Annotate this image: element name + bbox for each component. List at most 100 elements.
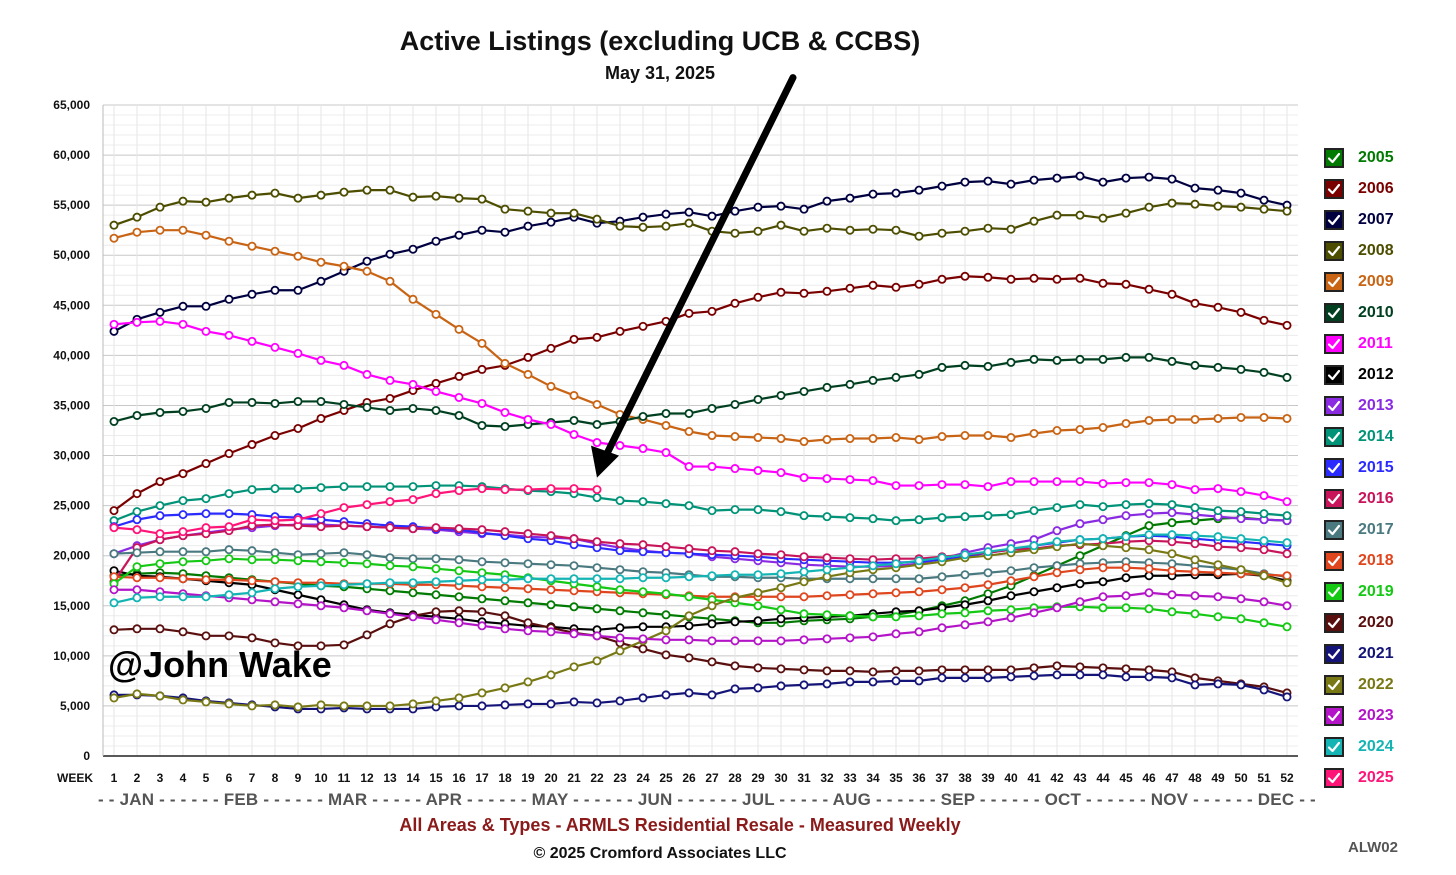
check-icon[interactable] — [1324, 519, 1344, 540]
data-point-2010 — [1282, 372, 1292, 382]
check-icon[interactable] — [1324, 209, 1344, 230]
check-icon[interactable] — [1324, 736, 1344, 757]
data-point-2007 — [385, 249, 395, 259]
data-point-2020 — [477, 607, 487, 617]
data-point-2021 — [960, 673, 970, 683]
data-point-2019 — [1213, 612, 1223, 622]
data-point-2020 — [776, 664, 786, 674]
legend-item-2013[interactable]: 2013 — [1324, 390, 1452, 421]
check-icon[interactable] — [1324, 178, 1344, 199]
legend-item-2018[interactable]: 2018 — [1324, 545, 1452, 576]
legend-item-2021[interactable]: 2021 — [1324, 638, 1452, 669]
legend-item-2007[interactable]: 2007 — [1324, 204, 1452, 235]
legend-item-2023[interactable]: 2023 — [1324, 700, 1452, 731]
data-point-2020 — [431, 607, 441, 617]
data-point-2023 — [799, 635, 809, 645]
check-icon[interactable] — [1324, 705, 1344, 726]
check-icon[interactable] — [1324, 643, 1344, 664]
check-icon[interactable] — [1324, 767, 1344, 788]
check-icon[interactable] — [1324, 364, 1344, 385]
data-point-2008 — [569, 208, 579, 218]
series-2024 — [109, 530, 1292, 608]
y-tick-label: 60,000 — [53, 148, 90, 162]
check-icon[interactable] — [1324, 271, 1344, 292]
x-tick-label: 29 — [751, 771, 765, 785]
legend-item-2025[interactable]: 2025 — [1324, 762, 1452, 793]
legend-item-2022[interactable]: 2022 — [1324, 669, 1452, 700]
series-line-2024 — [113, 533, 1288, 604]
legend-item-2012[interactable]: 2012 — [1324, 359, 1452, 390]
data-point-2005 — [1144, 521, 1154, 531]
data-point-2022 — [500, 683, 510, 693]
y-tick-label: 15,000 — [53, 599, 90, 613]
check-icon[interactable] — [1324, 488, 1344, 509]
data-point-2008 — [270, 188, 280, 198]
legend-item-2015[interactable]: 2015 — [1324, 452, 1452, 483]
data-point-2006 — [753, 292, 763, 302]
footer-copyright: © 2025 Cromford Associates LLC — [533, 845, 787, 862]
data-point-2009 — [914, 435, 924, 445]
data-point-2008 — [937, 228, 947, 238]
check-icon[interactable] — [1324, 395, 1344, 416]
check-icon[interactable] — [1324, 147, 1344, 168]
data-point-2008 — [845, 225, 855, 235]
legend-item-2010[interactable]: 2010 — [1324, 297, 1452, 328]
check-icon[interactable] — [1324, 457, 1344, 478]
month-axis: - - JAN - - - - - - FEB - - - - - - MAR … — [98, 790, 1316, 809]
legend-item-2016[interactable]: 2016 — [1324, 483, 1452, 514]
data-point-2022 — [155, 691, 165, 701]
data-point-2009 — [707, 431, 717, 441]
check-icon[interactable] — [1324, 674, 1344, 695]
legend-item-2014[interactable]: 2014 — [1324, 421, 1452, 452]
data-point-2011 — [1006, 477, 1016, 487]
y-tick-label: 25,000 — [53, 499, 90, 513]
legend-item-2008[interactable]: 2008 — [1324, 235, 1452, 266]
data-point-2019 — [155, 559, 165, 569]
data-point-2018 — [1098, 563, 1108, 573]
data-point-2016 — [776, 550, 786, 560]
data-point-2019 — [937, 609, 947, 619]
data-point-2025 — [592, 485, 602, 495]
legend-item-2005[interactable]: 2005 — [1324, 142, 1452, 173]
legend-item-2006[interactable]: 2006 — [1324, 173, 1452, 204]
data-point-2024 — [891, 559, 901, 569]
legend-item-2011[interactable]: 2011 — [1324, 328, 1452, 359]
data-point-2016 — [454, 524, 464, 534]
check-icon[interactable] — [1324, 581, 1344, 602]
data-point-2019 — [1190, 609, 1200, 619]
data-point-2023 — [1029, 608, 1039, 618]
data-point-2007 — [1167, 174, 1177, 184]
data-point-2021 — [1075, 670, 1085, 680]
data-point-2010 — [1075, 354, 1085, 364]
data-point-2008 — [638, 222, 648, 232]
data-point-2008 — [178, 196, 188, 206]
check-icon[interactable] — [1324, 550, 1344, 571]
x-tick-label: 45 — [1119, 771, 1133, 785]
data-point-2009 — [937, 432, 947, 442]
y-tick-label: 65,000 — [53, 98, 90, 112]
data-point-2024 — [1121, 532, 1131, 542]
series-2025 — [109, 484, 602, 539]
data-point-2007 — [546, 217, 556, 227]
data-point-2009 — [1144, 415, 1154, 425]
data-point-2009 — [1029, 429, 1039, 439]
series-2020 — [109, 606, 1292, 698]
legend-item-2020[interactable]: 2020 — [1324, 607, 1452, 638]
x-tick-label: 18 — [498, 771, 512, 785]
data-point-2023 — [1121, 591, 1131, 601]
data-point-2009 — [339, 261, 349, 271]
legend-item-2017[interactable]: 2017 — [1324, 514, 1452, 545]
check-icon[interactable] — [1324, 612, 1344, 633]
check-icon[interactable] — [1324, 240, 1344, 261]
legend-item-2019[interactable]: 2019 — [1324, 576, 1452, 607]
data-point-2023 — [385, 609, 395, 619]
data-point-2016 — [523, 529, 533, 539]
check-icon[interactable] — [1324, 426, 1344, 447]
check-icon[interactable] — [1324, 333, 1344, 354]
check-icon[interactable] — [1324, 302, 1344, 323]
data-point-2006 — [891, 282, 901, 292]
data-point-2025 — [477, 484, 487, 494]
legend-item-2024[interactable]: 2024 — [1324, 731, 1452, 762]
data-point-2014 — [753, 505, 763, 515]
legend-item-2009[interactable]: 2009 — [1324, 266, 1452, 297]
